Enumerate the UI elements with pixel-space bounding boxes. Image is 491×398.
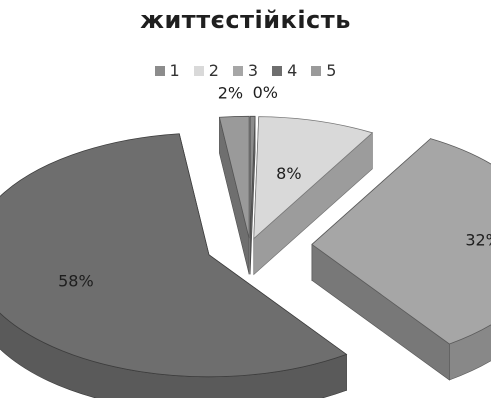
data-label-5: 2% [218, 83, 243, 102]
data-label-4: 58% [58, 271, 94, 290]
pie-slice-5 [219, 116, 249, 238]
data-label-2: 8% [276, 164, 301, 183]
data-label-1: 0% [253, 83, 278, 102]
data-label-3: 32% [465, 230, 491, 249]
